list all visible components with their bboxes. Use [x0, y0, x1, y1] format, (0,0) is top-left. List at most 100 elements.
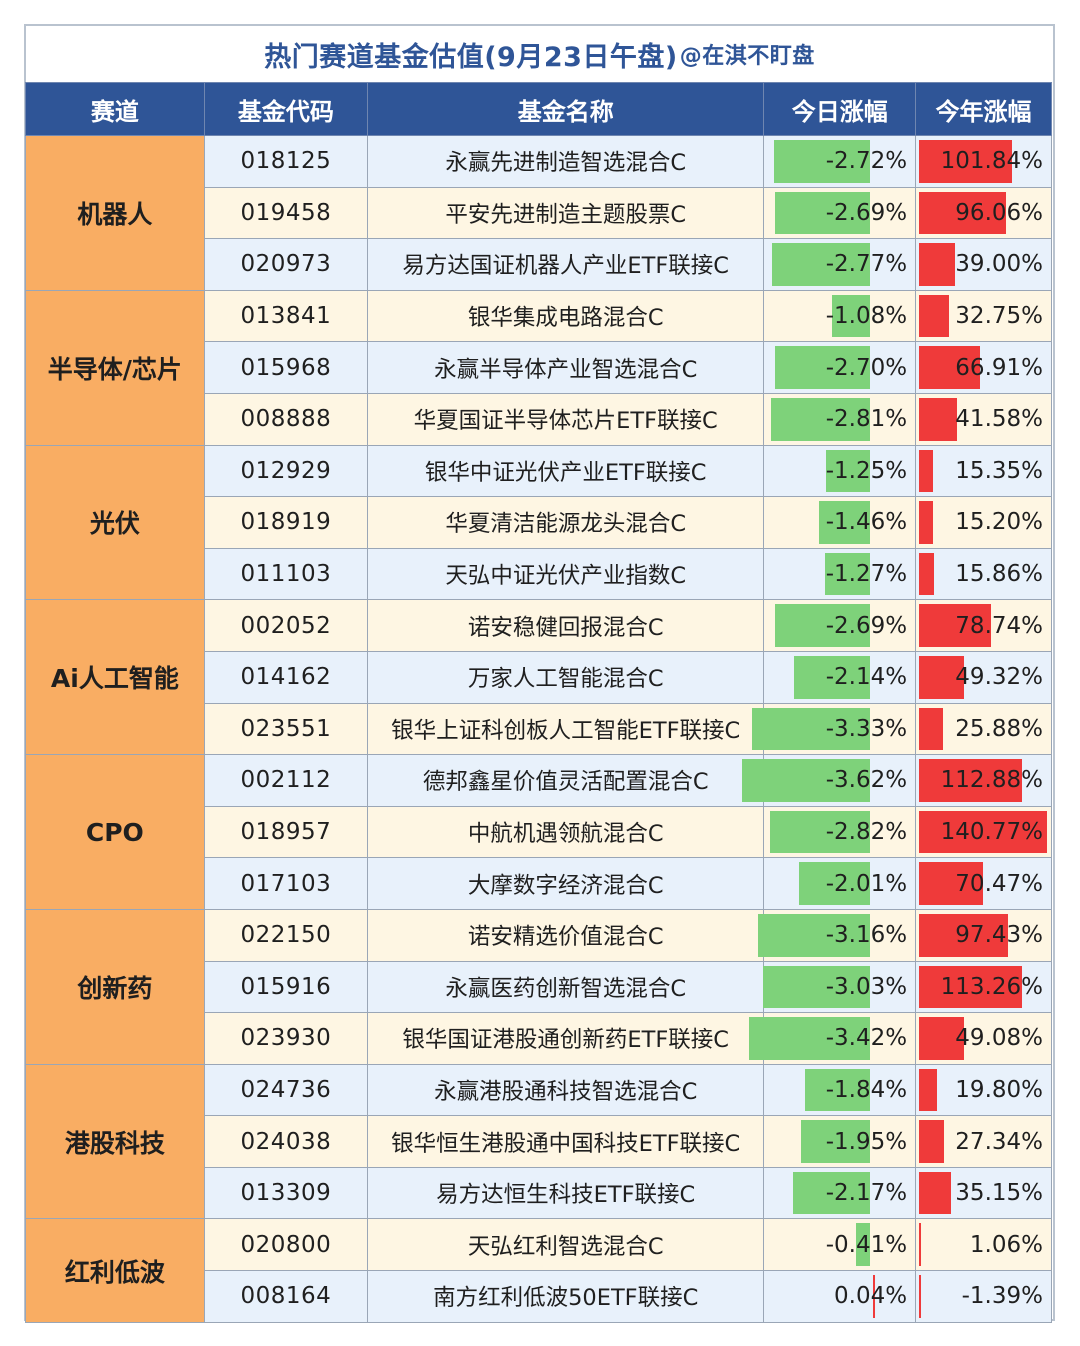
- today-change-bar: [805, 1068, 871, 1112]
- ytd-change-value: 15.20%: [955, 509, 1043, 536]
- ytd-change-bar: [919, 965, 1023, 1009]
- table-header-row: 赛道 基金代码 基金名称 今日涨幅 今年涨幅: [25, 82, 1052, 136]
- fund-code: 017103: [203, 857, 368, 910]
- table-title: 热门赛道基金估值(9月23日午盘) @在淇不盯盘: [26, 26, 1053, 82]
- fund-code: 011103: [203, 547, 368, 601]
- ytd-change-cell: 41.58%: [915, 392, 1052, 446]
- ytd-change-value: 19.80%: [955, 1076, 1043, 1103]
- fund-code: 022150: [203, 908, 368, 962]
- today-change-value: -2.69%: [825, 612, 908, 639]
- today-change-bar: [758, 913, 871, 957]
- ytd-change-cell: 25.88%: [915, 702, 1052, 756]
- table-row: 红利低波 020800 天弘红利智选混合C -0.41% 1.06%: [25, 1218, 1052, 1323]
- today-change-bar: [749, 1017, 871, 1060]
- ytd-change-bar: [919, 449, 934, 493]
- ytd-change-value: 27.34%: [955, 1128, 1043, 1155]
- ytd-change-bar: [919, 810, 1048, 854]
- ytd-change-cell: 39.00%: [915, 238, 1052, 291]
- fund-name: 华夏国证半导体芯片ETF联接C: [366, 392, 765, 446]
- table-row: 015916 永赢医药创新智选混合C -3.03% 113.26%: [26, 960, 1052, 1014]
- ytd-change-value: 97.43%: [955, 922, 1043, 949]
- today-change-value: -1.46%: [825, 509, 908, 536]
- header-ytd-change: 今年涨幅: [915, 82, 1052, 136]
- ytd-change-cell: 78.74%: [915, 599, 1052, 652]
- ytd-change-value: 66.91%: [955, 354, 1043, 381]
- fund-code: 013309: [203, 1166, 368, 1220]
- fund-name: 南方红利低波50ETF联接C: [366, 1270, 765, 1323]
- fund-code: 024038: [203, 1115, 368, 1168]
- today-change-cell: -2.14%: [763, 650, 917, 704]
- today-change-bar: [770, 810, 871, 854]
- ytd-change-value: 112.88%: [940, 767, 1043, 794]
- ytd-change-cell: -1.39%: [915, 1270, 1052, 1323]
- ytd-change-bar: [919, 243, 955, 286]
- today-change-bar: [770, 397, 871, 441]
- ytd-change-bar: [919, 501, 933, 544]
- today-change-value: -3.42%: [825, 1025, 908, 1052]
- table-row: 015968 永赢半导体产业智选混合C -2.70% 66.91%: [26, 341, 1052, 394]
- ytd-change-cell: 112.88%: [915, 754, 1052, 807]
- track-label: 创新药: [25, 908, 205, 1065]
- fund-code: 008888: [203, 392, 368, 446]
- ytd-change-bar: [919, 862, 984, 905]
- fund-code: 013841: [203, 289, 368, 343]
- today-change-value: -1.95%: [825, 1128, 908, 1155]
- fund-name: 易方达恒生科技ETF联接C: [366, 1166, 765, 1220]
- today-change-bar: [799, 862, 871, 905]
- ytd-change-value: 39.00%: [955, 251, 1043, 278]
- today-change-cell: -2.69%: [763, 599, 917, 652]
- table-row: 017103 大摩数字经济混合C -2.01% 70.47%: [26, 857, 1052, 910]
- fund-code: 023551: [203, 702, 368, 756]
- today-change-bar: [801, 1120, 871, 1163]
- today-change-cell: -3.03%: [763, 960, 917, 1014]
- today-change-value: -2.77%: [825, 251, 908, 278]
- today-change-bar: [825, 449, 871, 493]
- fund-name: 中航机遇领航混合C: [366, 805, 765, 859]
- today-change-value: -3.03%: [825, 973, 908, 1000]
- ytd-change-value: 78.74%: [955, 612, 1043, 639]
- today-change-bar: [855, 1223, 871, 1267]
- today-change-bar: [775, 191, 871, 235]
- header-fund-code: 基金代码: [203, 82, 368, 136]
- ytd-change-cell: 1.06%: [915, 1218, 1052, 1272]
- today-change-value: -1.27%: [825, 561, 908, 588]
- fund-name: 诺安稳健回报混合C: [366, 599, 765, 652]
- table-row: 020973 易方达国证机器人产业ETF联接C -2.77% 39.00%: [26, 238, 1052, 291]
- ytd-change-cell: 27.34%: [915, 1115, 1052, 1168]
- table-row: 机器人 018125 永赢先进制造智选混合C -2.72% 101.84%: [25, 135, 1052, 291]
- header-fund-name: 基金名称: [366, 82, 765, 136]
- table-row: 023551 银华上证科创板人工智能ETF联接C -3.33% 25.88%: [26, 702, 1052, 756]
- ytd-change-bar: [919, 1275, 922, 1318]
- ytd-change-cell: 19.80%: [915, 1063, 1052, 1117]
- today-change-bar: [831, 294, 871, 338]
- today-change-cell: -3.16%: [758, 908, 917, 962]
- table-row: 半导体/芯片 013841 银华集成电路混合C -1.08% 32.75%: [25, 289, 1052, 446]
- track-label: 红利低波: [25, 1218, 205, 1323]
- today-change-cell: -1.46%: [763, 496, 917, 549]
- fund-code: 019458: [203, 186, 368, 240]
- fund-name: 天弘中证光伏产业指数C: [366, 547, 765, 601]
- ytd-change-cell: 15.35%: [915, 444, 1052, 498]
- header-track: 赛道: [25, 82, 205, 136]
- ytd-change-value: 41.58%: [955, 406, 1043, 433]
- ytd-change-cell: 15.20%: [915, 496, 1052, 549]
- table-row: 创新药 022150 诺安精选价值混合C -3.16% 97.43%: [25, 908, 1052, 1065]
- fund-name: 易方达国证机器人产业ETF联接C: [366, 238, 765, 291]
- today-change-cell: -3.42%: [749, 1012, 917, 1065]
- title-author-tag: @在淇不盯盘: [679, 44, 815, 69]
- today-change-cell: -1.25%: [763, 444, 917, 498]
- today-change-bar: [825, 552, 871, 596]
- ytd-change-cell: 113.26%: [915, 960, 1052, 1014]
- today-change-cell: -1.84%: [763, 1063, 917, 1117]
- fund-name: 万家人工智能混合C: [366, 650, 765, 704]
- ytd-change-value: 35.15%: [955, 1180, 1043, 1207]
- table-row: 013309 易方达恒生科技ETF联接C -2.17% 35.15%: [26, 1166, 1052, 1220]
- today-change-cell: -2.72%: [763, 135, 917, 188]
- fund-code: 008164: [203, 1270, 368, 1323]
- today-change-bar: [794, 655, 871, 699]
- today-change-cell: -2.17%: [763, 1166, 917, 1220]
- ytd-change-cell: 15.86%: [915, 547, 1052, 601]
- today-change-cell: -1.95%: [763, 1115, 917, 1168]
- ytd-change-cell: 49.08%: [915, 1012, 1052, 1065]
- fund-code: 018957: [203, 805, 368, 859]
